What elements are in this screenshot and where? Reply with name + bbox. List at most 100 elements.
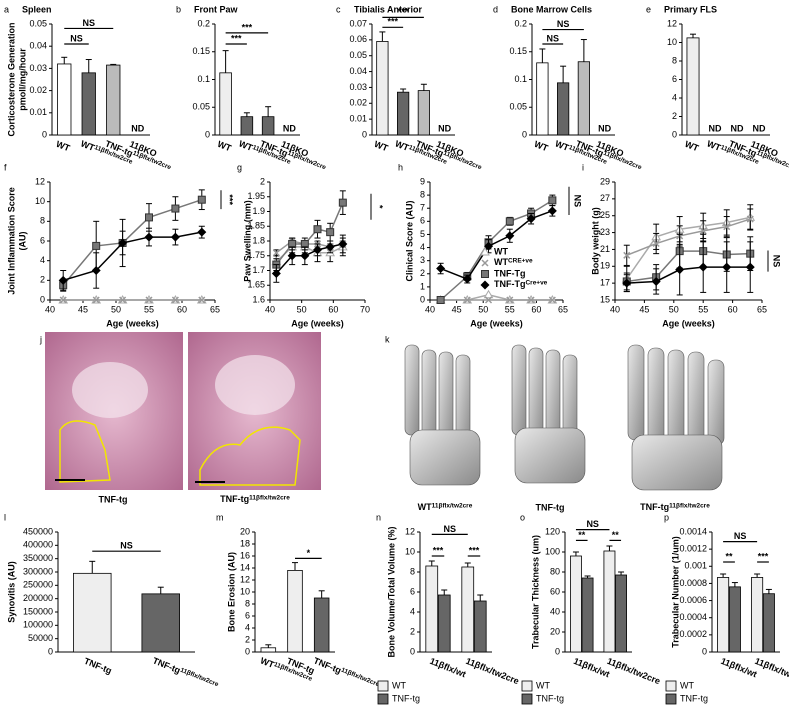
marker	[480, 280, 490, 290]
label-superscript: 11βflx/tw2cre	[669, 502, 710, 509]
y-axis-label: Body weight (g)	[590, 207, 600, 275]
y-tick-label: 3	[420, 255, 425, 265]
image-caption: TNF-tg11βflx/tw2cre	[220, 494, 290, 504]
bar	[473, 600, 487, 653]
bone	[631, 434, 723, 491]
x-tick-label: 40	[425, 304, 435, 314]
y-tick-label: 12	[35, 176, 45, 186]
x-tick-label: 50	[297, 304, 307, 314]
marker	[526, 214, 536, 224]
y-tick-label: 1.9	[252, 206, 265, 216]
label-text: WT	[237, 139, 254, 154]
marker	[92, 241, 101, 250]
y-tick-label: 50000	[28, 633, 53, 643]
y-tick-label: 8	[245, 598, 250, 608]
y-tick-label: 8	[420, 189, 425, 199]
bone	[627, 344, 645, 441]
label-text: TNF-tg	[151, 656, 182, 676]
bar	[397, 91, 410, 136]
tissue	[215, 355, 295, 415]
bar	[581, 577, 594, 653]
bar	[106, 64, 121, 136]
y-tick-label: 2	[245, 634, 250, 644]
series-line	[440, 293, 553, 301]
marker	[548, 196, 557, 205]
x-tick-label: 11βflx/tw2cre	[606, 656, 662, 686]
value-label: ND	[598, 123, 611, 133]
x-tick-label: 55	[144, 304, 154, 314]
label-text: TNF-tg	[220, 494, 249, 504]
panel-label: e	[646, 4, 651, 14]
y-tick-label: 0.03	[349, 82, 367, 92]
y-tick-label: 1.85	[247, 221, 265, 231]
bar	[615, 574, 627, 653]
panel-label: i	[582, 162, 584, 172]
legend-label: WT	[680, 680, 694, 690]
x-tick-label: WT	[216, 139, 233, 154]
marker	[119, 296, 127, 304]
significance-label: NS	[734, 531, 747, 541]
x-tick-label: 11βflx/tw2cre	[753, 656, 789, 686]
legend-label: WT	[392, 680, 406, 690]
y-tick-label: 27	[600, 193, 610, 203]
y-tick-label: 1.7	[252, 265, 265, 275]
bar	[240, 116, 254, 136]
y-tick-label: 16	[240, 550, 250, 560]
y-tick-label: 0	[420, 294, 425, 304]
bar	[261, 116, 275, 136]
marker	[506, 296, 514, 304]
marker	[622, 278, 632, 288]
marker	[59, 296, 67, 304]
x-axis-label: Age (weeks)	[291, 318, 344, 328]
marker	[481, 270, 489, 278]
y-tick-label: 6	[672, 74, 677, 84]
panel-label: h	[398, 162, 403, 172]
legend-label: TNF-tg	[392, 693, 420, 703]
marker	[481, 259, 489, 267]
bar	[686, 37, 700, 136]
label-superscript: 11βflx/tw2cre	[179, 666, 220, 688]
y-tick-label: 8	[672, 55, 677, 65]
marker	[170, 232, 180, 242]
legend-label: WT	[494, 246, 508, 256]
marker	[91, 266, 101, 275]
x-tick-label: 50	[669, 304, 679, 314]
marker	[484, 241, 494, 251]
significance-label: **	[612, 530, 620, 540]
y-tick-label: 2	[672, 111, 677, 121]
label-text: WT	[553, 139, 570, 154]
value-label: ND	[438, 123, 451, 133]
panel-label: n	[376, 512, 381, 522]
bone	[514, 427, 586, 484]
bar	[141, 593, 180, 653]
legend-label: TNF-tg	[536, 693, 564, 703]
x-tick-label: 65	[757, 304, 767, 314]
panel-label: f	[4, 162, 7, 172]
significance-label: ***	[387, 17, 398, 27]
y-tick-label: 0.05	[509, 102, 527, 112]
bar	[557, 82, 570, 136]
y-tick-label: 0.001	[684, 561, 707, 571]
significance-label: ***	[225, 194, 235, 205]
marker	[197, 195, 206, 204]
marker	[436, 264, 446, 274]
y-tick-label: 29	[600, 176, 610, 186]
y-tick-label: 0	[672, 129, 677, 139]
legend-swatch	[521, 693, 533, 705]
significance-label: **	[578, 530, 586, 540]
bar	[461, 566, 475, 653]
panel-label: p	[664, 512, 669, 522]
y-tick-label: 0.05	[349, 50, 367, 60]
y-tick-label: 0.2	[197, 18, 210, 28]
value-label: ND	[731, 123, 744, 133]
y-tick-label: 14	[240, 562, 250, 572]
x-tick-label: 40	[610, 304, 620, 314]
label-text: TNF-tg	[640, 502, 669, 512]
y-tick-label: 450000	[23, 526, 53, 536]
y-tick-label: 18	[240, 538, 250, 548]
y-axis-label: Trabecular Number (1/um)	[670, 536, 680, 648]
y-tick-label: 6	[420, 216, 425, 226]
y-tick-label: 0	[362, 129, 367, 139]
outline	[59, 420, 111, 483]
